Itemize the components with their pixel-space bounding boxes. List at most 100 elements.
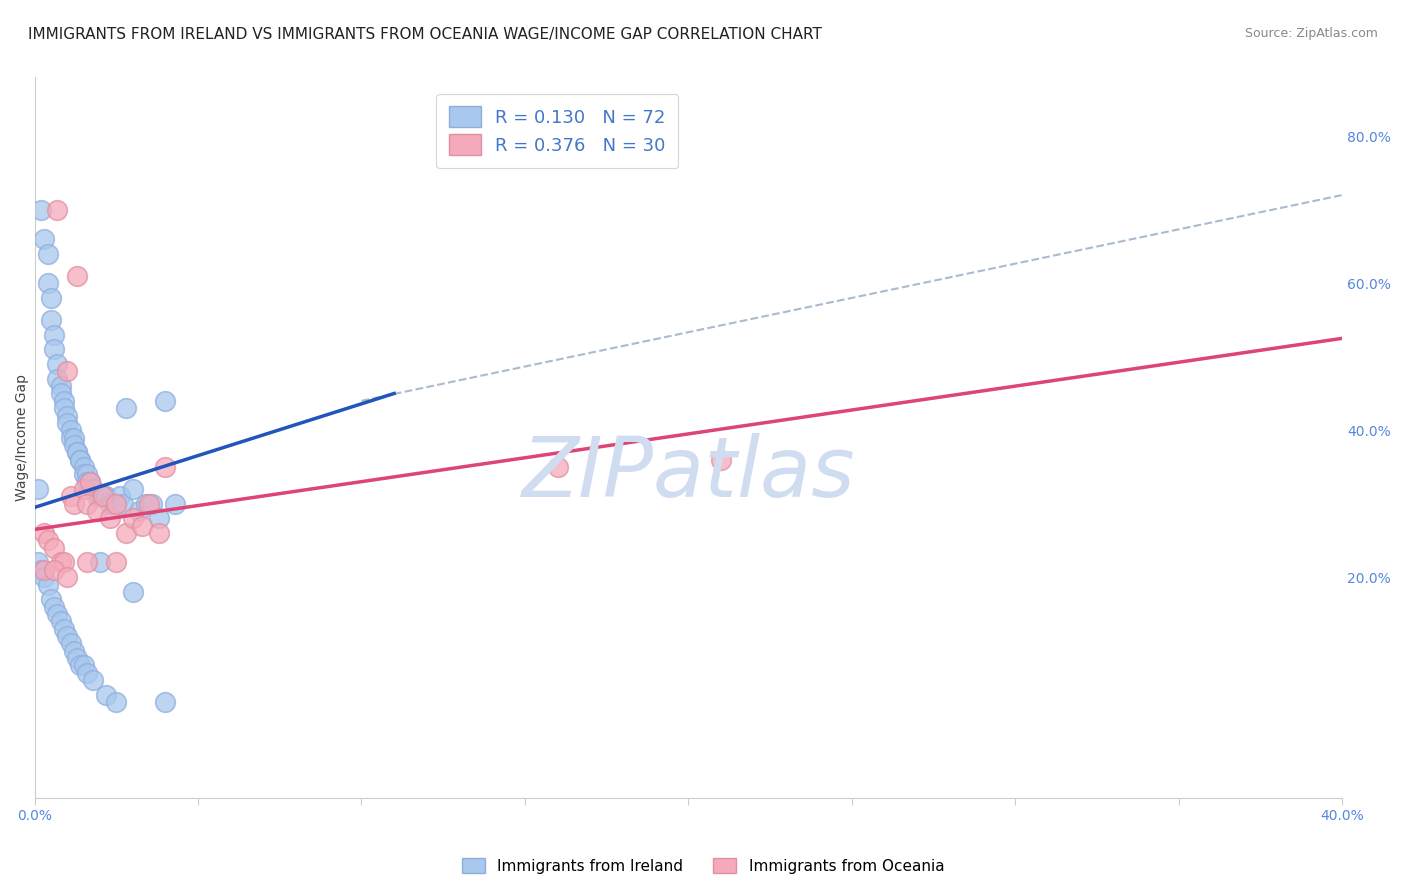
Point xyxy=(49,386,72,401)
Point xyxy=(34,232,56,246)
Point xyxy=(135,497,157,511)
Point xyxy=(105,695,128,709)
Point xyxy=(66,268,89,283)
Point xyxy=(79,475,101,489)
Point xyxy=(66,651,89,665)
Y-axis label: Wage/Income Gap: Wage/Income Gap xyxy=(15,374,30,501)
Point xyxy=(62,438,84,452)
Point xyxy=(44,343,66,357)
Point xyxy=(53,401,76,416)
Text: IMMIGRANTS FROM IRELAND VS IMMIGRANTS FROM OCEANIA WAGE/INCOME GAP CORRELATION C: IMMIGRANTS FROM IRELAND VS IMMIGRANTS FR… xyxy=(28,27,823,42)
Point xyxy=(44,563,66,577)
Point xyxy=(49,615,72,629)
Point xyxy=(56,629,79,643)
Point xyxy=(98,511,121,525)
Point xyxy=(76,497,98,511)
Point xyxy=(69,452,91,467)
Legend: Immigrants from Ireland, Immigrants from Oceania: Immigrants from Ireland, Immigrants from… xyxy=(456,852,950,880)
Point xyxy=(138,497,160,511)
Point xyxy=(66,445,89,459)
Point xyxy=(76,665,98,680)
Point xyxy=(89,489,111,503)
Point xyxy=(46,607,69,621)
Point xyxy=(98,497,121,511)
Point xyxy=(710,452,733,467)
Point xyxy=(34,563,56,577)
Point xyxy=(121,511,143,525)
Point xyxy=(27,482,49,496)
Point xyxy=(72,467,94,482)
Point xyxy=(37,577,59,591)
Point xyxy=(39,592,62,607)
Point xyxy=(76,556,98,570)
Point xyxy=(62,431,84,445)
Point xyxy=(115,401,138,416)
Point xyxy=(37,277,59,291)
Point xyxy=(128,504,150,518)
Point xyxy=(44,541,66,555)
Point xyxy=(148,526,170,541)
Point xyxy=(115,526,138,541)
Point xyxy=(148,511,170,525)
Point xyxy=(39,291,62,305)
Point xyxy=(105,556,128,570)
Point xyxy=(39,313,62,327)
Point xyxy=(37,247,59,261)
Point xyxy=(76,475,98,489)
Point xyxy=(547,459,569,474)
Point xyxy=(46,202,69,217)
Point xyxy=(34,570,56,584)
Point xyxy=(46,357,69,371)
Point xyxy=(44,327,66,342)
Point xyxy=(96,489,118,503)
Point xyxy=(165,497,187,511)
Point xyxy=(59,636,82,650)
Point xyxy=(72,482,94,496)
Point xyxy=(89,556,111,570)
Point xyxy=(69,452,91,467)
Point xyxy=(56,364,79,378)
Point xyxy=(59,431,82,445)
Point xyxy=(121,585,143,599)
Point xyxy=(56,570,79,584)
Point xyxy=(72,459,94,474)
Point xyxy=(56,416,79,430)
Point xyxy=(34,526,56,541)
Point xyxy=(72,658,94,673)
Point xyxy=(155,459,177,474)
Point xyxy=(141,497,163,511)
Point xyxy=(37,533,59,548)
Point xyxy=(53,622,76,636)
Point xyxy=(91,489,114,503)
Point xyxy=(27,556,49,570)
Point xyxy=(108,489,131,503)
Point xyxy=(53,556,76,570)
Point xyxy=(62,643,84,657)
Point xyxy=(30,563,52,577)
Point xyxy=(46,372,69,386)
Point xyxy=(59,423,82,437)
Point xyxy=(44,599,66,614)
Point xyxy=(105,497,128,511)
Point xyxy=(59,489,82,503)
Point xyxy=(82,482,104,496)
Point xyxy=(79,475,101,489)
Point xyxy=(111,497,134,511)
Text: ZIPatlas: ZIPatlas xyxy=(522,434,855,514)
Point xyxy=(62,497,84,511)
Point xyxy=(131,518,153,533)
Point xyxy=(49,379,72,393)
Point xyxy=(30,202,52,217)
Point xyxy=(49,556,72,570)
Point xyxy=(69,658,91,673)
Point xyxy=(86,489,108,503)
Legend: R = 0.130   N = 72, R = 0.376   N = 30: R = 0.130 N = 72, R = 0.376 N = 30 xyxy=(436,94,679,168)
Point xyxy=(91,489,114,503)
Point xyxy=(155,393,177,408)
Point xyxy=(82,482,104,496)
Point xyxy=(96,688,118,702)
Point xyxy=(76,467,98,482)
Point xyxy=(56,409,79,423)
Point xyxy=(105,497,128,511)
Point xyxy=(155,695,177,709)
